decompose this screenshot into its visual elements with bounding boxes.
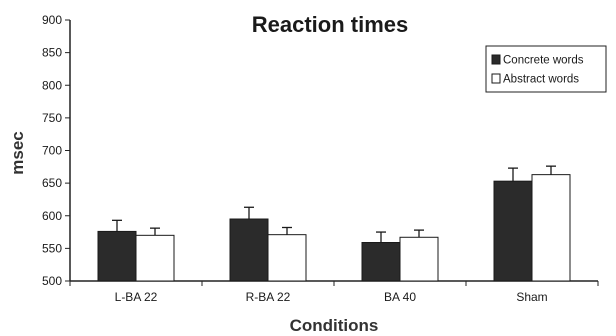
y-tick-label: 800 xyxy=(42,78,62,92)
y-tick-label: 550 xyxy=(42,241,62,255)
x-axis-title: Conditions xyxy=(290,316,379,335)
legend-swatch xyxy=(491,54,501,65)
bar-abstract xyxy=(531,174,571,282)
y-tick-label: 750 xyxy=(42,111,62,125)
x-tick-label: R-BA 22 xyxy=(246,290,291,304)
y-axis-title: msec xyxy=(8,131,27,174)
legend-label: Abstract words xyxy=(503,74,579,86)
plot-area: 500 550 600 650 700 750 800 850 900 L-BA 22 R-BA 2… xyxy=(42,13,599,304)
x-tick-label: BA 40 xyxy=(384,290,416,304)
y-tick-label: 900 xyxy=(42,13,62,27)
bar-abstract xyxy=(135,234,175,282)
y-tick-label: 650 xyxy=(42,176,62,190)
legend-box xyxy=(485,45,607,93)
bar-concrete xyxy=(493,180,533,282)
y-tick-label: 500 xyxy=(42,274,62,288)
legend: Concrete words Abstract words xyxy=(485,45,607,93)
bar-concrete xyxy=(97,230,137,282)
x-tick-label: Sham xyxy=(516,290,547,304)
legend-label: Concrete words xyxy=(503,55,584,67)
y-tick-label: 600 xyxy=(42,209,62,223)
y-tick-label: 850 xyxy=(42,46,62,60)
y-tick-label: 700 xyxy=(42,144,62,158)
bar-abstract xyxy=(267,234,307,282)
bar-abstract xyxy=(399,236,439,282)
legend-swatch xyxy=(491,73,501,84)
x-tick-label: L-BA 22 xyxy=(115,290,158,304)
bar-concrete xyxy=(361,242,401,282)
bar-concrete xyxy=(229,218,269,282)
chart-title: Reaction times xyxy=(252,12,409,37)
